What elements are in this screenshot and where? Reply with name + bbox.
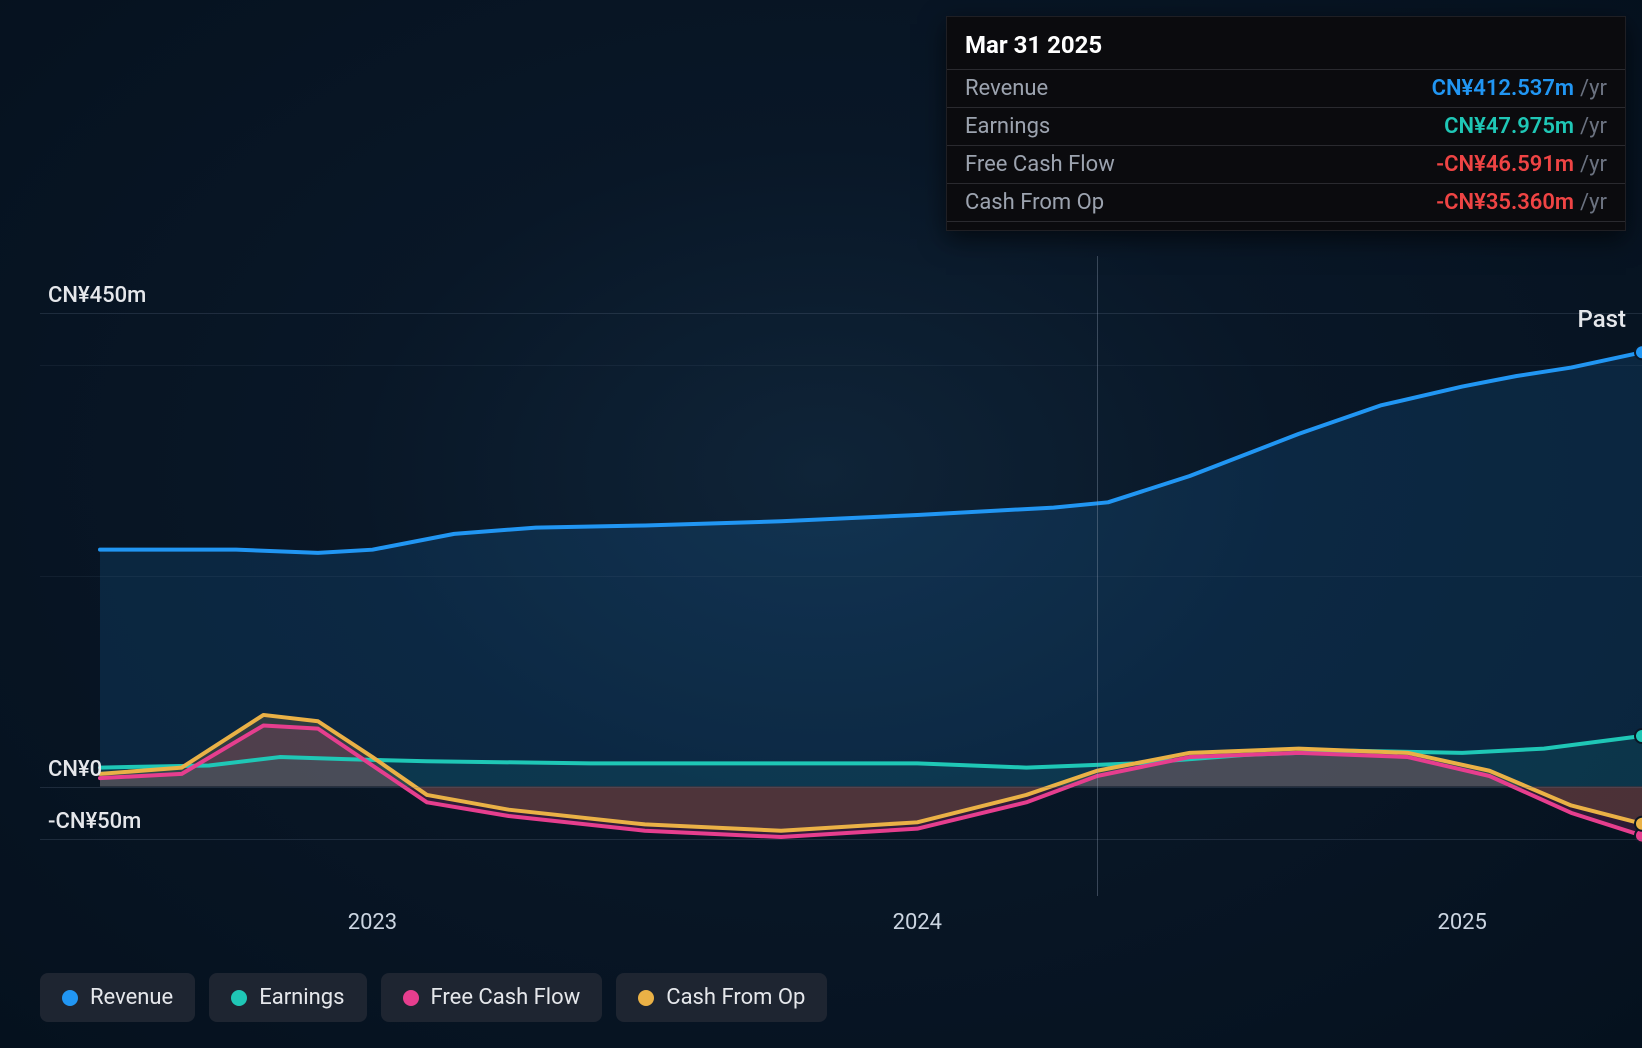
tooltip-row-label: Cash From Op bbox=[965, 190, 1104, 215]
legend-item-revenue[interactable]: Revenue bbox=[40, 973, 195, 1022]
tooltip-row: Earnings CN¥47.975m/yr bbox=[947, 107, 1625, 145]
past-label: Past bbox=[1578, 305, 1626, 333]
cfo-endpoint bbox=[1635, 817, 1642, 831]
tooltip-row: Free Cash Flow -CN¥46.591m/yr bbox=[947, 145, 1625, 183]
revenue-endpoint bbox=[1635, 345, 1642, 359]
x-axis-label: 2024 bbox=[893, 910, 942, 935]
tooltip-row-label: Free Cash Flow bbox=[965, 152, 1115, 177]
legend-item-fcf[interactable]: Free Cash Flow bbox=[381, 973, 603, 1022]
tooltip-row-value: CN¥47.975m bbox=[1444, 114, 1574, 139]
chart-legend: Revenue Earnings Free Cash Flow Cash From O… bbox=[40, 973, 827, 1022]
tooltip-row-value: CN¥412.537m bbox=[1432, 76, 1574, 101]
tooltip-row-label: Earnings bbox=[965, 114, 1050, 139]
financials-chart: CN¥450m CN¥0 -CN¥50m 2023 2024 2025 Past Mar… bbox=[0, 0, 1642, 1048]
legend-item-label: Cash From Op bbox=[666, 985, 805, 1010]
earnings-dot-icon bbox=[231, 990, 247, 1006]
cfo-dot-icon bbox=[638, 990, 654, 1006]
tooltip-row-suffix: /yr bbox=[1580, 76, 1607, 101]
tooltip-row: Cash From Op -CN¥35.360m/yr bbox=[947, 183, 1625, 222]
y-gridline bbox=[40, 787, 1642, 788]
y-axis-label: CN¥0 bbox=[48, 757, 102, 782]
revenue-dot-icon bbox=[62, 990, 78, 1006]
revenue-area bbox=[100, 352, 1642, 786]
tooltip-row-label: Revenue bbox=[965, 76, 1048, 101]
tooltip-row-suffix: /yr bbox=[1580, 152, 1607, 177]
y-gridline bbox=[40, 365, 1642, 366]
legend-item-cfo[interactable]: Cash From Op bbox=[616, 973, 827, 1022]
y-gridline bbox=[40, 576, 1642, 577]
y-axis-label: -CN¥50m bbox=[48, 809, 141, 834]
y-axis-label: CN¥450m bbox=[48, 283, 146, 308]
legend-item-label: Free Cash Flow bbox=[431, 985, 581, 1010]
x-axis-label: 2025 bbox=[1437, 910, 1486, 935]
legend-item-label: Revenue bbox=[90, 985, 173, 1010]
legend-item-label: Earnings bbox=[259, 985, 344, 1010]
legend-item-earnings[interactable]: Earnings bbox=[209, 973, 366, 1022]
tooltip-row: Revenue CN¥412.537m/yr bbox=[947, 69, 1625, 107]
y-gridline bbox=[40, 313, 1642, 314]
fcf-dot-icon bbox=[403, 990, 419, 1006]
tooltip-row-suffix: /yr bbox=[1580, 114, 1607, 139]
x-axis-label: 2023 bbox=[348, 910, 397, 935]
tooltip-row-value: -CN¥46.591m bbox=[1436, 152, 1574, 177]
crosshair-line bbox=[1097, 256, 1098, 896]
y-gridline bbox=[40, 839, 1642, 840]
earnings-endpoint bbox=[1635, 729, 1642, 743]
tooltip-row-suffix: /yr bbox=[1580, 190, 1607, 215]
chart-tooltip: Mar 31 2025 RevenueCN¥412.537m/yrEarning… bbox=[946, 16, 1626, 231]
tooltip-date: Mar 31 2025 bbox=[947, 29, 1625, 69]
tooltip-row-value: -CN¥35.360m bbox=[1436, 190, 1574, 215]
